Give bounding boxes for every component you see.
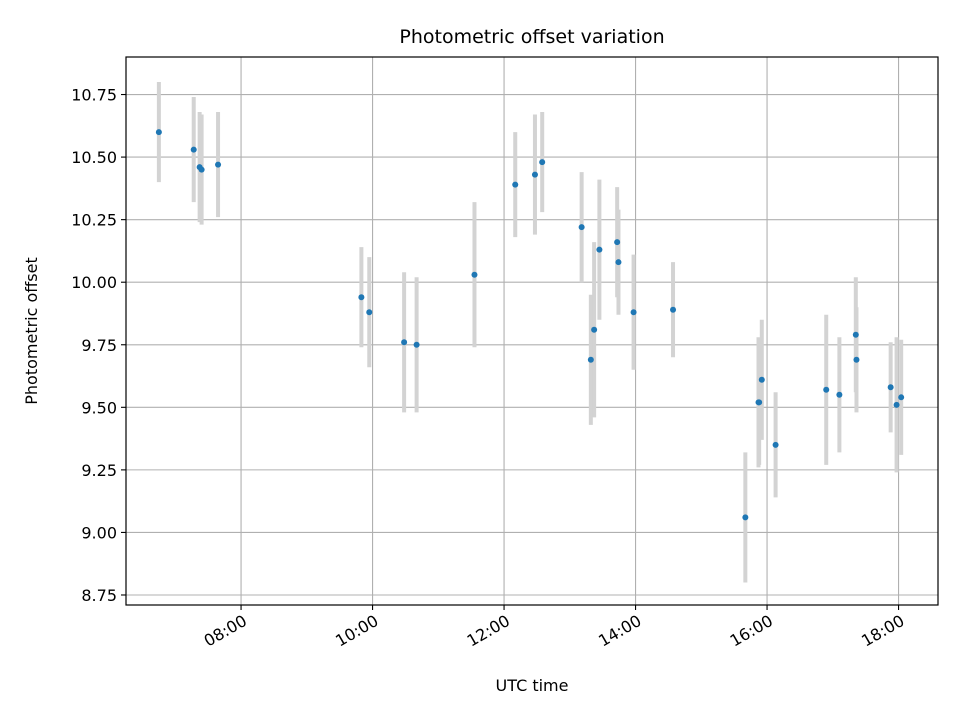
data-point: [587, 356, 594, 363]
data-point: [215, 161, 222, 168]
y-tick-label: 9.25: [81, 461, 117, 480]
data-point: [413, 341, 420, 348]
data-point: [155, 129, 162, 136]
data-point: [358, 294, 365, 301]
y-tick-label: 10.50: [71, 148, 117, 167]
y-tick-label: 9.75: [81, 336, 117, 355]
y-axis-ticks: 8.75 9.00 9.25 9.50 9.75 10.00 10.25 10.50 10.75: [71, 86, 126, 605]
y-tick-label: 10.00: [71, 273, 117, 292]
data-point: [591, 326, 598, 333]
data-point: [853, 356, 860, 363]
data-point: [852, 331, 859, 338]
x-axis-label: UTC time: [496, 676, 569, 695]
data-point: [742, 514, 749, 521]
data-point: [756, 399, 763, 406]
data-point: [578, 224, 585, 231]
data-point: [670, 306, 677, 313]
data-point: [772, 441, 779, 448]
data-points: [155, 129, 905, 521]
data-point: [887, 384, 894, 391]
data-point: [630, 309, 637, 316]
data-point: [596, 246, 603, 253]
chart-title: Photometric offset variation: [399, 26, 664, 48]
data-point: [401, 339, 408, 346]
plot-area-frame: [125, 56, 939, 606]
data-point: [512, 181, 519, 188]
data-point: [539, 159, 546, 166]
data-point: [366, 309, 373, 316]
data-point: [198, 166, 205, 173]
data-point: [823, 386, 830, 393]
data-point: [614, 239, 621, 246]
data-point: [615, 259, 622, 266]
y-tick-label: 8.75: [81, 586, 117, 605]
data-point: [836, 391, 843, 398]
data-point: [898, 394, 905, 401]
data-point: [190, 146, 197, 153]
data-point: [531, 171, 538, 178]
data-point: [758, 376, 765, 383]
data-point: [471, 271, 478, 278]
y-axis-label: Photometric offset: [22, 257, 41, 405]
y-tick-label: 9.00: [81, 523, 117, 542]
y-tick-label: 10.25: [71, 211, 117, 230]
y-tick-label: 9.50: [81, 398, 117, 417]
grid-lines: [126, 57, 938, 605]
data-point: [893, 401, 900, 408]
y-tick-label: 10.75: [71, 86, 117, 105]
